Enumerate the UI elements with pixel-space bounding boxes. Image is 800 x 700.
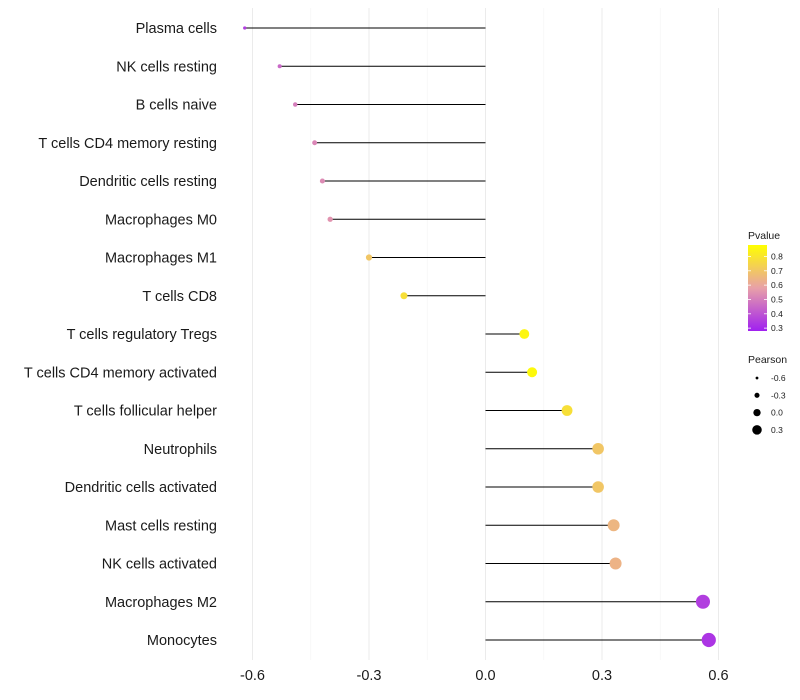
- dot-14: [609, 557, 622, 570]
- y-label-8: T cells regulatory Tregs: [67, 327, 217, 343]
- y-label-14: NK cells activated: [102, 557, 217, 573]
- dot-6: [365, 254, 373, 261]
- pearson-legend-label-1: -0.3: [771, 390, 786, 400]
- x-tick-label-4: 0.6: [708, 668, 728, 684]
- dot-7: [400, 292, 408, 300]
- y-label-3: T cells CD4 memory resting: [38, 136, 217, 152]
- y-label-10: T cells follicular helper: [74, 404, 217, 420]
- pvalue-legend: Pvalue 0.8 0.7 0.6 0.5 0.4 0.3: [748, 230, 783, 333]
- pvalue-legend-label-0: 0.8: [771, 251, 783, 261]
- lollipop-stems: [244, 27, 709, 641]
- y-label-13: Mast cells resting: [105, 518, 217, 534]
- pvalue-legend-label-3: 0.5: [771, 294, 783, 304]
- y-label-6: Macrophages M1: [105, 251, 217, 267]
- dot-1: [277, 64, 282, 69]
- pvalue-colorbar: [748, 245, 767, 331]
- pvalue-legend-title: Pvalue: [748, 230, 780, 242]
- y-label-11: Neutrophils: [144, 442, 217, 458]
- grid-lines: [252, 8, 719, 660]
- dot-16: [701, 632, 716, 648]
- dot-13: [607, 519, 620, 532]
- y-label-0: Plasma cells: [136, 21, 217, 37]
- dot-2: [292, 102, 298, 107]
- dot-0: [243, 26, 247, 30]
- dot-11: [592, 442, 604, 455]
- y-label-15: Macrophages M2: [105, 595, 217, 611]
- y-label-9: T cells CD4 memory activated: [24, 365, 217, 381]
- dot-10: [561, 405, 573, 416]
- pearson-legend-dot-0: [755, 376, 759, 380]
- y-axis-labels: Plasma cells NK cells resting B cells naiv…: [24, 21, 217, 649]
- pvalue-legend-label-5: 0.3: [771, 323, 783, 333]
- y-label-4: Dendritic cells resting: [79, 174, 217, 190]
- dot-3: [312, 140, 318, 146]
- pearson-legend-label-2: 0.0: [771, 408, 783, 418]
- dot-4: [319, 178, 325, 184]
- y-label-16: Monocytes: [147, 633, 217, 649]
- pearson-legend-dot-2: [753, 408, 761, 417]
- pvalue-legend-label-2: 0.6: [771, 280, 783, 290]
- pvalue-legend-label-1: 0.7: [771, 266, 783, 276]
- pearson-legend-title: Pearson: [748, 354, 787, 366]
- dot-5: [327, 216, 333, 222]
- y-label-7: T cells CD8: [142, 289, 217, 305]
- x-axis-ticks: -0.6 -0.3 0.0 0.3 0.6: [240, 668, 729, 684]
- dot-15: [695, 594, 710, 609]
- pvalue-legend-label-4: 0.4: [771, 309, 783, 319]
- x-tick-label-2: 0.0: [475, 668, 495, 684]
- x-tick-label-3: 0.3: [592, 668, 612, 684]
- dot-12: [592, 481, 604, 493]
- dot-8: [519, 329, 530, 339]
- pearson-legend-label-3: 0.3: [771, 425, 783, 435]
- x-tick-label-1: -0.3: [357, 668, 382, 684]
- y-label-5: Macrophages M0: [105, 212, 217, 228]
- lollipop-dots: [243, 26, 716, 648]
- pearson-legend: Pearson -0.6 -0.3 0.0 0.3: [748, 354, 787, 435]
- pearson-legend-dot-3: [752, 425, 762, 435]
- y-label-12: Dendritic cells activated: [65, 480, 217, 496]
- dot-9: [527, 367, 538, 378]
- pearson-legend-dot-1: [754, 392, 760, 398]
- pearson-legend-label-0: -0.6: [771, 373, 786, 383]
- y-label-2: B cells naive: [136, 98, 217, 114]
- x-tick-label-0: -0.6: [240, 668, 265, 684]
- y-label-1: NK cells resting: [116, 59, 217, 75]
